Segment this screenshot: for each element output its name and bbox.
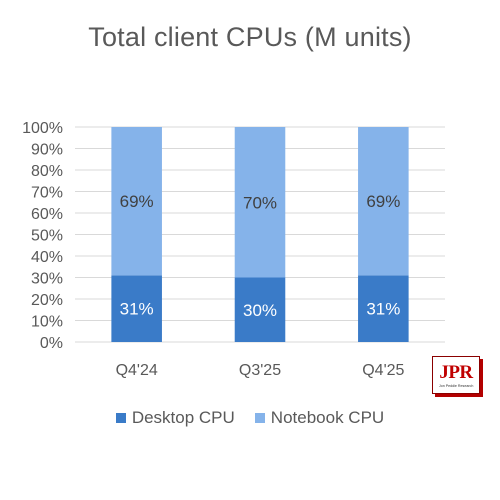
y-axis-ticks: 0% 10% 20% 30% 40% 50% 60% 70% 80% 90% 100% (22, 120, 63, 352)
x-axis-ticks: Q4'24 Q3'25 Q4'25 (116, 362, 405, 379)
bar-notebook (234, 127, 286, 278)
y-tick-label: 100% (22, 120, 63, 137)
legend-label-desktop: Desktop CPU (131, 408, 235, 427)
bar-desktop (234, 277, 286, 342)
y-tick-label: 70% (31, 185, 63, 202)
data-label: 31% (366, 300, 400, 319)
y-tick-label: 0% (40, 335, 63, 352)
x-tick-label: Q3'25 (239, 362, 281, 379)
bar-desktop (111, 275, 162, 342)
y-tick-label: 20% (31, 292, 63, 309)
jpr-logo: JPR Jon Peddie Research (432, 356, 480, 394)
legend-swatch-notebook (254, 413, 265, 423)
y-tick-label: 30% (31, 271, 63, 288)
bar-notebook (358, 127, 409, 276)
chart-title: Total client CPUs (M units) (88, 22, 412, 52)
y-tick-label: 10% (31, 314, 63, 331)
data-label: 70% (243, 193, 277, 212)
data-label: 31% (120, 300, 154, 319)
data-label: 69% (366, 192, 400, 211)
bar-desktop (358, 275, 409, 342)
bar-notebook (111, 127, 162, 276)
y-tick-label: 80% (31, 163, 63, 180)
legend-item-desktop: Desktop CPU (115, 408, 235, 428)
y-tick-label: 90% (31, 142, 63, 159)
y-tick-label: 50% (31, 228, 63, 245)
legend-item-notebook: Notebook CPU (254, 408, 385, 428)
y-tick-label: 40% (31, 249, 63, 266)
bars: 31% 69% 30% 70% 31% 69% (111, 127, 409, 342)
x-tick-label: Q4'25 (362, 362, 404, 379)
logo-subtext: Jon Peddie Research (438, 382, 474, 388)
legend-label-notebook: Notebook CPU (270, 408, 385, 427)
data-label: 30% (243, 301, 277, 320)
logo-text: JPR (439, 361, 473, 383)
data-label: 69% (120, 192, 154, 211)
x-tick-label: Q4'24 (116, 362, 158, 379)
legend-swatch-desktop (115, 413, 126, 423)
legend: Desktop CPU Notebook CPU (0, 408, 500, 428)
y-tick-label: 60% (31, 206, 63, 223)
